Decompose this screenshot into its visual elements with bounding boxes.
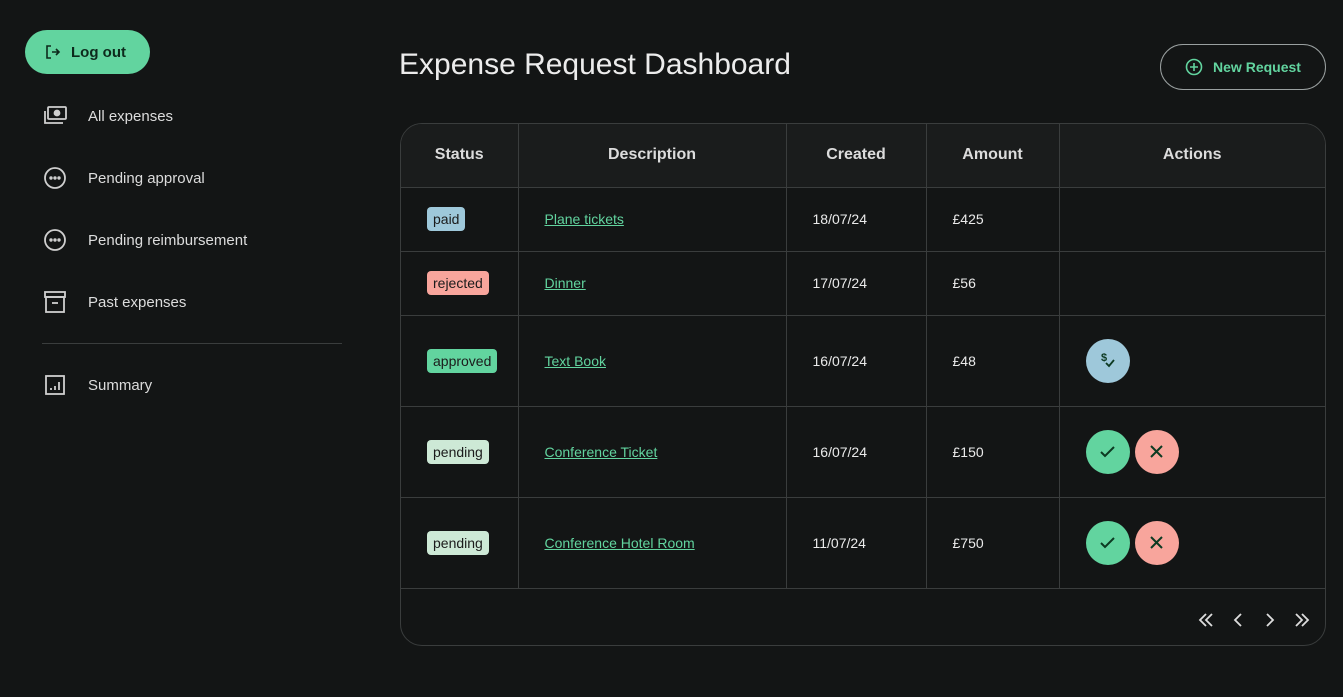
status-badge: pending <box>427 439 489 464</box>
pagination <box>1197 611 1311 629</box>
table-row: rejected Dinner 17/07/24 £56 <box>401 251 1325 316</box>
actions-cell <box>1059 497 1325 589</box>
approve-button[interactable] <box>1085 429 1130 474</box>
created-cell: 16/07/24 <box>786 315 927 407</box>
description-link[interactable]: Conference Ticket <box>544 443 658 460</box>
sidebar-item-past-expenses[interactable]: Past expenses <box>42 271 342 333</box>
plus-circle-icon <box>1185 58 1203 76</box>
reimburse-button[interactable]: $ <box>1085 338 1130 383</box>
status-cell: paid <box>401 187 519 252</box>
sidebar-item-label: Pending approval <box>88 169 205 187</box>
amount-cell: £56 <box>926 251 1060 316</box>
description-link[interactable]: Text Book <box>544 352 606 369</box>
sidebar-item-all-expenses[interactable]: All expenses <box>42 85 342 147</box>
description-cell: Conference Hotel Room <box>518 497 787 589</box>
status-badge: paid <box>427 207 466 231</box>
logout-label: Log out <box>71 43 126 61</box>
new-request-label: New Request <box>1213 59 1301 75</box>
sidebar-item-pending-reimbursement[interactable]: Pending reimbursement <box>42 209 342 271</box>
table-row: paid Plane tickets 18/07/24 £425 <box>401 187 1325 252</box>
money-icon <box>44 106 67 124</box>
sidebar-item-summary[interactable]: Summary <box>42 354 342 416</box>
table-row: pending Conference Hotel Room 11/07/24 £… <box>401 497 1325 589</box>
next-page-icon[interactable] <box>1261 611 1279 629</box>
actions-cell <box>1059 251 1325 316</box>
status-badge: approved <box>427 348 498 373</box>
expenses-table: Status Description Created Amount Action… <box>400 123 1326 646</box>
check-icon <box>1100 537 1115 549</box>
actions-cell <box>1059 187 1325 252</box>
amount-cell: £750 <box>926 497 1060 589</box>
check-icon <box>1100 446 1115 458</box>
created-cell: 17/07/24 <box>786 251 927 316</box>
sidebar-item-label: Summary <box>88 376 153 394</box>
description-link[interactable]: Dinner <box>544 275 586 291</box>
sidebar-nav: All expenses Pending approval Pending re… <box>42 85 342 416</box>
new-request-button[interactable]: New Request <box>1160 44 1326 90</box>
reject-button[interactable] <box>1134 520 1179 565</box>
created-cell: 11/07/24 <box>786 497 927 589</box>
description-cell: Dinner <box>518 251 787 316</box>
amount-cell: £150 <box>926 406 1060 498</box>
status-cell: approved <box>401 315 519 407</box>
sidebar-item-label: Past expenses <box>88 293 187 311</box>
status-badge: rejected <box>427 271 489 295</box>
close-icon <box>1150 536 1163 549</box>
sidebar-divider <box>42 343 342 344</box>
approve-button[interactable] <box>1085 520 1130 565</box>
created-cell: 16/07/24 <box>786 406 927 498</box>
column-header-actions: Actions <box>1059 124 1325 188</box>
actions-cell: $ <box>1059 315 1325 407</box>
close-icon <box>1150 445 1163 458</box>
column-header-description[interactable]: Description <box>518 124 787 188</box>
amount-cell: £48 <box>926 315 1060 407</box>
status-cell: pending <box>401 497 519 589</box>
status-badge: pending <box>427 530 489 555</box>
column-header-status[interactable]: Status <box>401 124 519 188</box>
amount-cell: £425 <box>926 187 1060 252</box>
sidebar-item-pending-approval[interactable]: Pending approval <box>42 147 342 209</box>
actions-cell <box>1059 406 1325 498</box>
first-page-icon[interactable] <box>1197 611 1215 629</box>
description-cell: Plane tickets <box>518 187 787 252</box>
sidebar-item-label: Pending reimbursement <box>88 231 248 249</box>
description-link[interactable]: Conference Hotel Room <box>544 534 695 551</box>
dots-circle-icon <box>44 229 66 251</box>
description-link[interactable]: Plane tickets <box>544 211 624 227</box>
chart-icon <box>45 375 65 395</box>
page-title: Expense Request Dashboard <box>399 48 791 81</box>
status-cell: pending <box>401 406 519 498</box>
logout-button[interactable]: Log out <box>25 30 150 74</box>
prev-page-icon[interactable] <box>1229 611 1247 629</box>
table-row: pending Conference Ticket 16/07/24 £150 <box>401 406 1325 498</box>
column-header-created[interactable]: Created <box>786 124 927 188</box>
svg-text:$: $ <box>1101 352 1107 364</box>
logout-icon <box>46 45 61 59</box>
archive-icon <box>44 291 66 313</box>
created-cell: 18/07/24 <box>786 187 927 252</box>
reimburse-icon: $ <box>1101 352 1115 368</box>
sidebar-item-label: All expenses <box>88 107 174 125</box>
description-cell: Conference Ticket <box>518 406 787 498</box>
table-row: approved Text Book 16/07/24 £48 $ <box>401 315 1325 407</box>
column-header-amount[interactable]: Amount <box>926 124 1060 188</box>
description-cell: Text Book <box>518 315 787 407</box>
dots-circle-icon <box>44 167 66 189</box>
status-cell: rejected <box>401 251 519 316</box>
reject-button[interactable] <box>1134 429 1179 474</box>
last-page-icon[interactable] <box>1293 611 1311 629</box>
